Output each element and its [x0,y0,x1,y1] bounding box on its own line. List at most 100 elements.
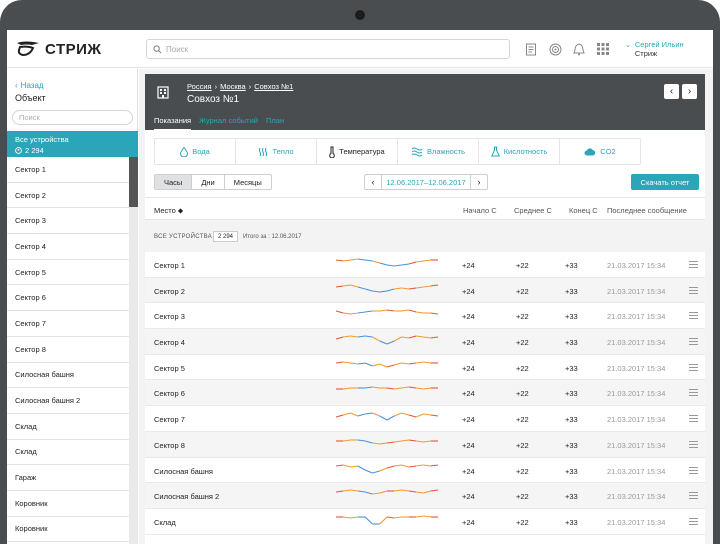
metric-tab-temperature[interactable]: Температура [317,139,398,164]
row-average-value: +22 [516,466,529,476]
table-row[interactable]: Сектор 4 +24 +22 +33 21.03.2017 15:34 [145,329,705,355]
row-start-value: +24 [462,286,475,296]
row-menu-icon[interactable] [689,492,698,500]
content-panel: Россия › Москва › Совхоз №1 Совхоз №1 ‹ … [145,74,705,544]
sparkline-segment [364,362,373,367]
table-row[interactable]: Силосная башня +24 +22 +33 21.03.2017 15:34 [145,458,705,484]
download-report-button[interactable]: Скачать отчет [631,174,699,190]
sparkline-segment [394,264,402,267]
app-logo[interactable]: СТРИЖ [15,39,101,59]
sidebar-item[interactable]: Силосная башня 2 [7,388,129,414]
row-menu-icon[interactable] [689,261,698,268]
sparkline-segment [364,516,373,525]
column-header-last-message[interactable]: Последнее сообщение [607,206,687,215]
group-total-date: Итого за : 12.06.2017 [243,234,302,240]
sidebar-search-input[interactable] [19,113,124,122]
sparkline-segment [430,489,439,492]
sidebar-item[interactable]: Силосная башня [7,363,129,389]
sidebar-item[interactable]: Сектор 5 [7,260,129,286]
bell-icon[interactable] [572,42,586,56]
row-menu-icon[interactable] [689,517,698,525]
table-row[interactable]: Сектор 6 +24 +22 +33 21.03.2017 15:34 [145,380,705,407]
sidebar-item[interactable]: Гараж [7,465,129,491]
sidebar-search[interactable] [12,110,133,125]
sidebar-item[interactable]: Коровник [7,517,129,543]
sidebar-item[interactable]: Сектор 2 [7,183,129,209]
row-menu-icon[interactable] [689,338,698,346]
prev-object-button[interactable]: ‹ [664,84,679,99]
sparkline-segment [386,441,395,444]
table-row[interactable]: Сектор 8 +24 +22 +33 21.03.2017 15:34 [145,431,705,458]
sidebar-scrollbar-track[interactable] [129,157,138,544]
row-menu-icon[interactable] [689,466,698,474]
sparkline-segment [423,336,431,339]
metric-tab-humidity[interactable]: Влажность [398,139,479,164]
period-months-button[interactable]: Месяцы [233,177,262,187]
breadcrumb-item[interactable]: Совхоз №1 [254,82,294,91]
sparkline-segment [365,335,373,338]
row-menu-icon[interactable] [689,415,698,423]
back-link[interactable]: ‹ Назад [15,81,44,90]
date-range-picker[interactable]: 12.06.2017–12.06.2017 [381,175,471,189]
next-object-button[interactable]: › [682,84,697,99]
sidebar-item[interactable]: Сектор 1 [7,157,129,183]
sparkline-segment [343,335,351,338]
column-header-start[interactable]: Начало С [463,206,497,215]
sidebar-item[interactable]: Сектор 7 [7,311,129,337]
metric-tab-heat[interactable]: Тепло [236,139,317,164]
breadcrumb-item[interactable]: Москва [220,82,246,91]
global-search[interactable] [146,39,510,59]
row-menu-icon[interactable] [689,389,698,397]
date-next-button[interactable]: › [477,177,481,187]
column-header-place[interactable]: Место ⬥ [154,206,183,216]
period-hours-button[interactable]: Часы [155,175,193,189]
sparkline-segment [423,463,431,467]
metric-tab-co2[interactable]: CO2 [560,139,640,164]
sparkline-chart [335,412,439,421]
column-header-end[interactable]: Конец С [569,206,598,215]
sidebar-item[interactable]: Сектор 3 [7,208,129,235]
metric-tab-water[interactable]: Вода [155,139,236,164]
logo-text: СТРИЖ [45,40,102,58]
sidebar-item[interactable]: Сектор 8 [7,337,129,363]
metric-tab-acidity[interactable]: Кислотность [479,139,560,164]
row-menu-icon[interactable] [689,312,698,320]
row-name: Сектор 6 [154,389,185,399]
sidebar-item[interactable]: Склад [7,440,129,466]
search-input[interactable] [166,44,496,54]
sidebar-item[interactable]: Сектор 4 [7,234,129,260]
water-drop-icon [180,146,189,157]
row-name: Сектор 1 [154,261,185,270]
date-prev-button[interactable]: ‹ [371,177,375,187]
document-icon[interactable] [524,42,538,56]
row-menu-icon[interactable] [689,286,698,294]
table-row[interactable]: Сектор 5 +24 +22 +33 21.03.2017 15:34 [145,355,705,381]
sidebar-item[interactable]: Сектор 6 [7,285,129,312]
sparkline-segment [364,288,373,292]
period-days-button[interactable]: Дни [192,175,225,189]
sidebar-scrollbar-thumb[interactable] [129,157,138,207]
table-row[interactable]: Склад +24 +22 +33 21.03.2017 15:34 [145,509,705,535]
row-menu-icon[interactable] [689,363,698,371]
table-row[interactable]: Сектор 2 +24 +22 +33 21.03.2017 15:34 [145,277,705,304]
table-row[interactable]: Силосная башня 2 +24 +22 +33 21.03.2017 15:3… [145,483,705,509]
sparkline-segment [430,284,439,287]
sparkline-segment [408,386,417,389]
user-menu[interactable]: ⌄ Сергей Ильин Стриж [625,40,684,59]
table-row[interactable]: Сектор 7 +24 +22 +33 21.03.2017 15:34 [145,406,705,432]
apps-grid-icon[interactable] [596,42,610,56]
row-menu-icon[interactable] [689,440,698,448]
sparkline-segment [416,335,424,338]
sidebar-item-all-devices[interactable]: Все устройства 2 294 [7,131,138,157]
tab-readings[interactable]: Показания [154,116,192,131]
breadcrumb: Россия › Москва › Совхоз №1 [187,82,293,91]
tab-plan[interactable]: План [266,116,285,125]
breadcrumb-item[interactable]: Россия [187,82,212,91]
signal-icon[interactable] [548,42,562,56]
sidebar-item[interactable]: Коровник [7,491,129,517]
sidebar-item[interactable]: Склад [7,414,129,440]
table-row[interactable]: Сектор 1 +24 +22 +33 21.03.2017 15:34 [145,252,705,278]
column-header-average[interactable]: Среднее С [514,206,552,215]
table-row[interactable]: Сектор 3 +24 +22 +33 21.03.2017 15:34 [145,303,705,330]
tab-event-log[interactable]: Журнал событий [199,116,258,125]
